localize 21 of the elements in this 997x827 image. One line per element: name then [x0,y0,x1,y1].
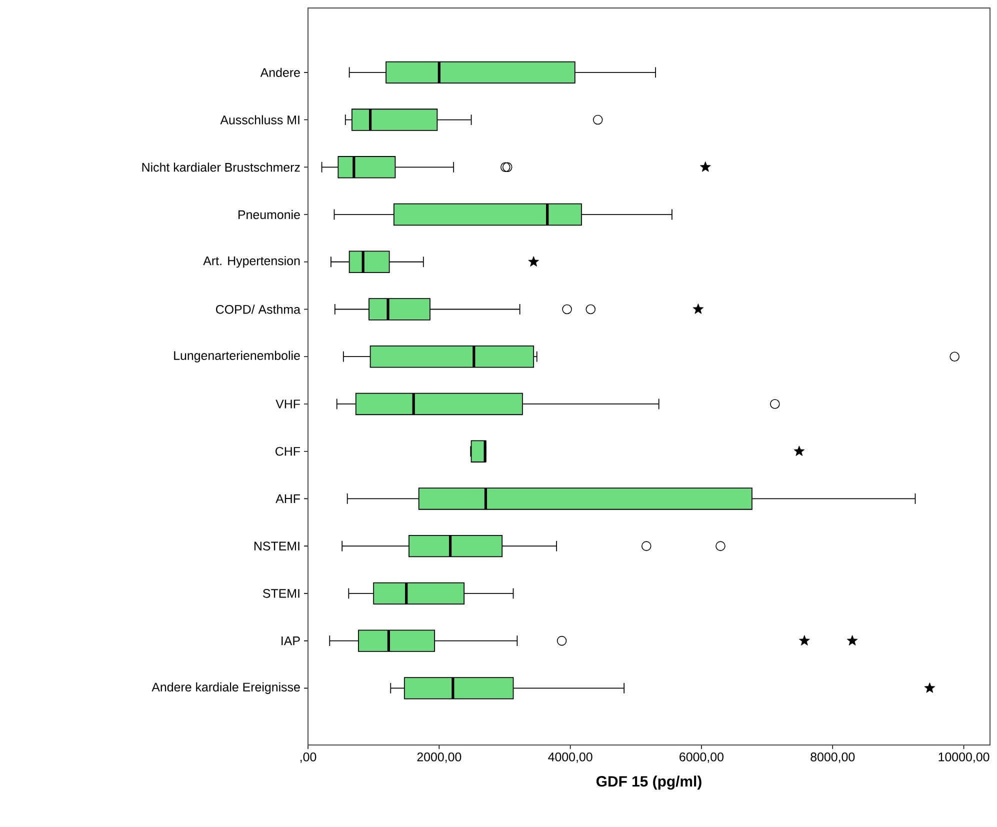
y-tick-label: Art. Hypertension [203,256,300,268]
y-tick-label: NSTEMI [254,542,300,550]
y-tick-label: Nicht kardialer Brustschmerz [142,162,300,172]
x-tick-label: 8000,00 [810,752,855,763]
x-tick-label: 2000,00 [417,752,462,763]
y-tick-label: CHF [276,446,300,456]
y-tick-label: COPD/ Asthma [216,304,300,314]
y-tick-label: Andere [260,68,300,77]
x-axis-title: GDF 15 (pg/ml) [596,776,702,790]
y-tick-label: STEMI [262,589,300,598]
y-tick-label: AHF [276,494,300,503]
y-tick-label: Andere kardiale Ereignisse [152,682,300,694]
y-tick-label: Lungenarterienembolie [174,350,300,362]
y-tick-label: Pneumonie [238,210,300,220]
x-tick-label: 4000,00 [548,752,592,763]
y-tick-label: IAP [282,636,300,646]
y-tick-label: Ausschluss MI [220,115,300,124]
x-tick-label: 6000,00 [680,752,724,763]
x-tick-label: ,00 [300,752,316,763]
x-tick-label: 10000,00 [938,752,990,763]
y-tick-label: VHF [276,400,300,408]
